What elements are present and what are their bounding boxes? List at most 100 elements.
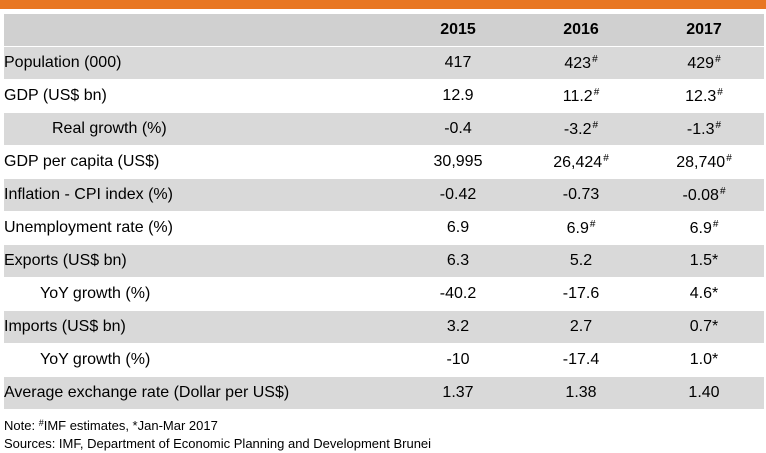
header-year-2016: 2016 — [518, 14, 644, 47]
row-label: Imports (US$ bn) — [4, 310, 398, 344]
footnotes: Note: #IMF estimates, *Jan-Mar 2017 Sour… — [4, 414, 766, 453]
table-row: Imports (US$ bn) 3.2 2.7 0.7* — [4, 310, 764, 344]
row-value-2016: 5.2 — [518, 244, 644, 278]
estimate-mark: # — [712, 218, 719, 230]
value-text: -0.73 — [562, 186, 600, 203]
table-row: GDP (US$ bn) 12.9 11.2# 12.3# — [4, 79, 764, 113]
row-value-2017: 28,740# — [644, 145, 764, 179]
value-text: 1.40 — [688, 384, 720, 401]
table-row: GDP per capita (US$) 30,995 26,424# 28,740# — [4, 145, 764, 179]
value-text: 5.2 — [569, 252, 593, 269]
value-text: 0.7* — [689, 318, 719, 335]
row-value-2016: -0.73 — [518, 178, 644, 212]
row-value-2017: 6.9# — [644, 211, 764, 245]
row-label: Average exchange rate (Dollar per US$) — [4, 376, 398, 410]
estimate-mark: # — [592, 119, 599, 131]
row-value-2015: -40.2 — [398, 277, 518, 311]
row-value-2017: 4.6* — [644, 277, 764, 311]
row-value-2015: -0.42 — [398, 178, 518, 212]
row-value-2015: 1.37 — [398, 376, 518, 410]
note-line: Note: #IMF estimates, *Jan-Mar 2017 — [4, 414, 766, 435]
row-value-2016: -3.2# — [518, 112, 644, 146]
header-blank — [4, 14, 398, 47]
table-row: Population (000) 417 423# 429# — [4, 46, 764, 80]
row-value-2017: 1.0* — [644, 343, 764, 377]
row-value-2015: 417 — [398, 46, 518, 80]
value-text: 30,995 — [433, 153, 483, 170]
value-text: 6.9 — [689, 219, 712, 237]
value-text: 6.9 — [566, 219, 589, 237]
row-value-2015: 12.9 — [398, 79, 518, 113]
row-value-2017: 429# — [644, 46, 764, 80]
value-text: 6.9 — [446, 219, 470, 236]
value-text: 11.2 — [562, 87, 593, 105]
value-text: 417 — [444, 54, 472, 71]
row-label: Exports (US$ bn) — [4, 244, 398, 278]
row-value-2017: -0.08# — [644, 178, 764, 212]
value-text: -3.2 — [563, 120, 592, 138]
value-text: -17.4 — [562, 351, 600, 368]
estimate-mark: # — [592, 53, 598, 65]
estimate-mark: # — [719, 185, 726, 197]
row-label: Unemployment rate (%) — [4, 211, 398, 245]
estimate-mark: # — [717, 86, 723, 98]
value-text: 429 — [687, 54, 715, 72]
value-text: 3.2 — [446, 318, 470, 335]
value-text: -0.4 — [444, 120, 472, 137]
row-value-2016: 423# — [518, 46, 644, 80]
row-value-2015: 6.9 — [398, 211, 518, 245]
table-row: Inflation - CPI index (%) -0.42 -0.73 -0.08… — [4, 178, 764, 212]
row-value-2016: -17.4 — [518, 343, 644, 377]
value-text: -1.3 — [686, 120, 715, 138]
row-label: YoY growth (%) — [4, 343, 398, 377]
row-value-2017: 12.3# — [644, 79, 764, 113]
row-label: YoY growth (%) — [4, 277, 398, 311]
table-row: Exports (US$ bn) 6.3 5.2 1.5* — [4, 244, 764, 278]
note-mark: # — [38, 418, 44, 428]
row-value-2016: 2.7 — [518, 310, 644, 344]
sources-line: Sources: IMF, Department of Economic Pla… — [4, 436, 432, 451]
row-label: GDP per capita (US$) — [4, 145, 398, 179]
value-text: 1.38 — [565, 384, 597, 401]
row-label: Inflation - CPI index (%) — [4, 178, 398, 212]
row-value-2017: 1.40 — [644, 376, 764, 410]
value-text: -0.42 — [439, 186, 477, 203]
value-text: 6.3 — [446, 252, 470, 269]
row-value-2016: 11.2# — [518, 79, 644, 113]
economic-indicators-table: 2015 2016 2017 Population (000) 417 423# 42… — [4, 14, 764, 410]
row-value-2015: 6.3 — [398, 244, 518, 278]
estimate-mark: # — [603, 152, 609, 164]
header-year-2017: 2017 — [644, 14, 764, 47]
value-text: 1.37 — [442, 384, 474, 401]
table-row: Average exchange rate (Dollar per US$) 1.… — [4, 376, 764, 410]
row-label: Real growth (%) — [4, 112, 398, 146]
table-row: YoY growth (%) -10 -17.4 1.0* — [4, 343, 764, 377]
row-value-2016: -17.6 — [518, 277, 644, 311]
row-value-2016: 26,424# — [518, 145, 644, 179]
value-text: -40.2 — [439, 285, 477, 302]
value-text: 26,424 — [553, 153, 603, 171]
estimate-mark: # — [589, 218, 596, 230]
header-year-2015: 2015 — [398, 14, 518, 47]
value-text: 12.9 — [442, 87, 474, 104]
row-value-2017: 0.7* — [644, 310, 764, 344]
row-value-2015: 30,995 — [398, 145, 518, 179]
table-row: Unemployment rate (%) 6.9 6.9# 6.9# — [4, 211, 764, 245]
value-text: 423 — [564, 54, 592, 72]
row-label: GDP (US$ bn) — [4, 79, 398, 113]
row-value-2015: -0.4 — [398, 112, 518, 146]
value-text: 2.7 — [569, 318, 593, 335]
estimate-mark: # — [726, 152, 732, 164]
note-text: IMF estimates, *Jan-Mar 2017 — [43, 418, 218, 433]
value-text: -10 — [446, 351, 470, 368]
value-text: 12.3 — [685, 87, 717, 105]
value-text: 4.6* — [689, 285, 719, 302]
table-header-row: 2015 2016 2017 — [4, 14, 764, 47]
estimate-mark: # — [593, 86, 600, 98]
note-prefix: Note: — [4, 418, 39, 433]
estimate-mark: # — [715, 53, 721, 65]
accent-bar — [0, 0, 766, 9]
value-text: -17.6 — [562, 285, 600, 302]
row-label: Population (000) — [4, 46, 398, 80]
row-value-2017: -1.3# — [644, 112, 764, 146]
